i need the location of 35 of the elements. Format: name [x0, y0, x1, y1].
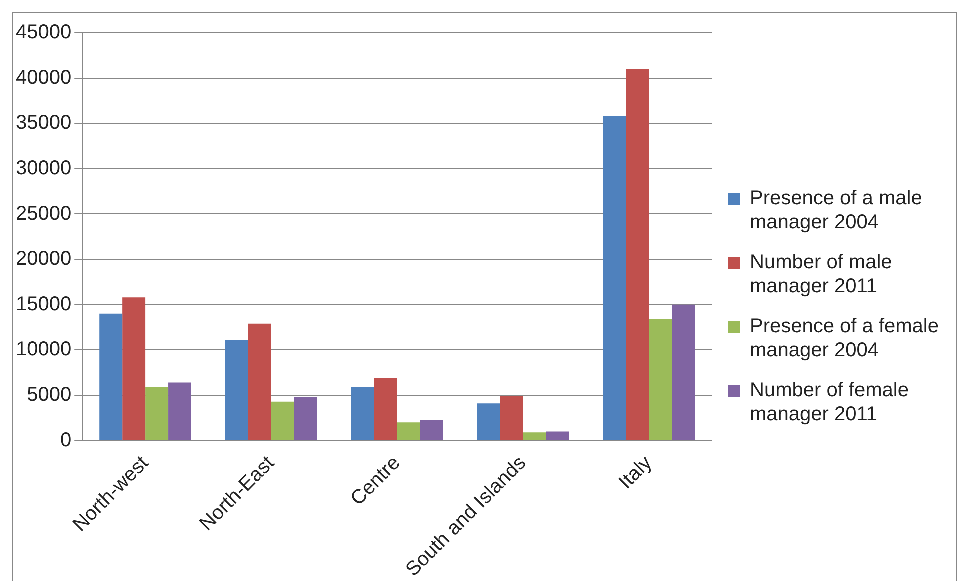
y-tick-label: 15000 [16, 293, 72, 316]
y-tick-label: 40000 [16, 66, 72, 89]
legend-label: Number of female manager 2011 [750, 380, 909, 426]
bar [168, 382, 192, 440]
bar [351, 387, 374, 440]
legend-label: Number of male manager 2011 [750, 252, 892, 298]
y-tick-label: 5000 [27, 384, 72, 406]
bar [225, 340, 248, 440]
bar [626, 69, 650, 440]
bar [500, 396, 524, 440]
bar [603, 116, 626, 440]
bar [546, 432, 570, 440]
bar [100, 314, 123, 440]
bar [146, 387, 169, 440]
y-tick-label: 0 [60, 429, 72, 452]
y-tick-label: 10000 [16, 338, 72, 361]
bar [397, 422, 420, 440]
bar [374, 378, 398, 440]
legend-label: Presence of a male manager 2004 [750, 188, 922, 234]
bar [523, 432, 546, 440]
y-tick-label: 30000 [16, 157, 72, 180]
bar [420, 420, 444, 440]
bar [271, 402, 294, 440]
x-tick-label: Italy [615, 452, 656, 494]
bar [649, 319, 672, 440]
bar [248, 324, 272, 440]
y-tick-label: 25000 [16, 202, 72, 225]
bar [294, 397, 318, 440]
bar [477, 404, 500, 440]
y-tick-label: 35000 [16, 112, 72, 134]
legend-label: Presence of a female manager 2004 [750, 316, 939, 362]
bar [122, 298, 146, 440]
y-tick-label: 20000 [16, 248, 72, 270]
bar [672, 304, 696, 440]
y-tick-label: 45000 [16, 22, 72, 44]
